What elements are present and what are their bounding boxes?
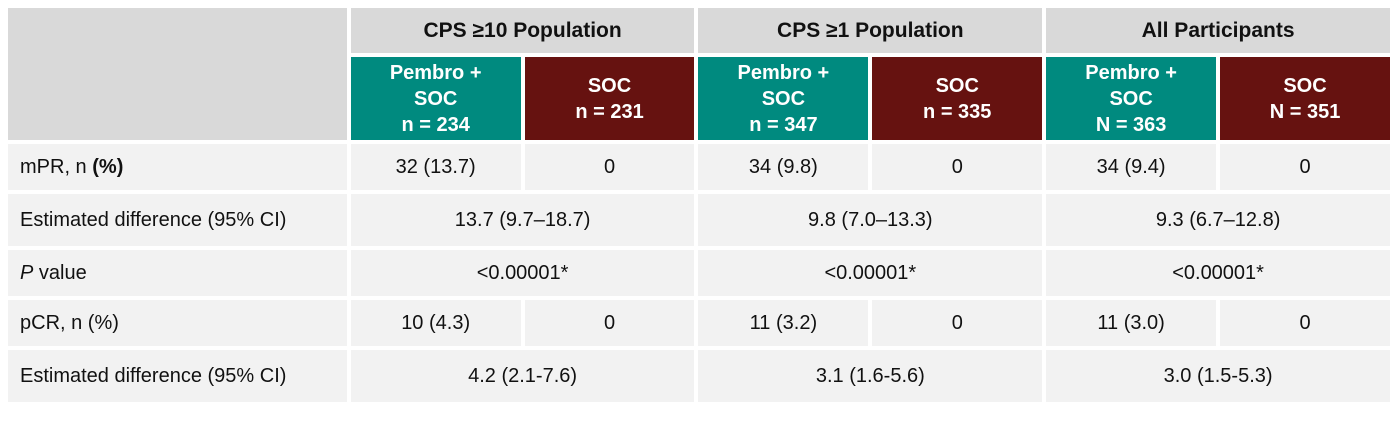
table-cell: 11 (3.2) [698, 300, 869, 346]
arm-label-line: Pembro + [1085, 61, 1177, 84]
arm-label-line: Pembro + [737, 61, 830, 84]
table-cell: 11 (3.0) [1046, 300, 1217, 346]
table-row-mpr-difference: Estimated difference (95% CI) 13.7 (9.7–… [8, 194, 1390, 246]
table-cell: 0 [872, 300, 1043, 346]
table-cell: 34 (9.4) [1046, 144, 1217, 190]
arm-header-pembro-cps1: Pembro + SOC n = 347 [698, 57, 869, 140]
arm-header-pembro-all: Pembro + SOC N = 363 [1046, 57, 1217, 140]
table-row-mpr: mPR, n (%) 32 (13.7) 0 34 (9.8) 0 34 (9.… [8, 144, 1390, 190]
table-row-p-value: P value <0.00001* <0.00001* <0.00001* [8, 250, 1390, 296]
row-label-estimated-difference: Estimated difference (95% CI) [8, 194, 347, 246]
row-label-pcr: pCR, n (%) [8, 300, 347, 346]
merged-cell: <0.00001* [350, 250, 695, 296]
row-label-italic-p: P [20, 261, 34, 284]
merged-cell: <0.00001* [1046, 250, 1390, 296]
arm-label-line: SOC [1283, 74, 1327, 97]
group-header-row: CPS ≥10 Population CPS ≥1 Population All… [8, 8, 1390, 140]
table-cell: 34 (9.8) [698, 144, 869, 190]
table-cell: 0 [524, 300, 695, 346]
row-label-p-value: P value [8, 250, 347, 296]
table-cell: 32 (13.7) [350, 144, 521, 190]
arm-label-line: SOC [1109, 87, 1153, 110]
arm-n-label: N = 351 [1269, 100, 1341, 123]
table-cell: 0 [524, 144, 695, 190]
arm-n-label: n = 347 [749, 113, 818, 136]
arm-label-line: SOC [587, 74, 632, 97]
table-cell: 10 (4.3) [350, 300, 521, 346]
arm-header-pembro-cps10: Pembro + SOC n = 234 [350, 57, 521, 140]
group-header-cps10: CPS ≥10 Population [350, 8, 695, 53]
table-row-pcr-difference: Estimated difference (95% CI) 4.2 (2.1-7… [8, 350, 1390, 402]
row-label-estimated-difference: Estimated difference (95% CI) [8, 350, 347, 402]
row-label-text: value [33, 261, 87, 284]
arm-n-label: n = 335 [923, 100, 992, 123]
row-label-text: mPR, n [20, 155, 93, 178]
table-cell: 0 [1220, 144, 1390, 190]
merged-cell: 9.8 (7.0–13.3) [698, 194, 1043, 246]
arm-label-line: SOC [935, 74, 979, 97]
arm-header-soc-cps1: SOC n = 335 [872, 57, 1043, 140]
arm-header-row: Pembro + SOC n = 234 SOC n = 231 Pembro … [8, 57, 1390, 140]
merged-cell: 4.2 (2.1-7.6) [350, 350, 695, 402]
table-row-pcr: pCR, n (%) 10 (4.3) 0 11 (3.2) 0 11 (3.0… [8, 300, 1390, 346]
group-header-all: All Participants [1046, 8, 1390, 53]
arm-label-line: Pembro + [389, 61, 482, 84]
merged-cell: 9.3 (6.7–12.8) [1046, 194, 1390, 246]
table-cell: 0 [872, 144, 1043, 190]
merged-cell: 3.1 (1.6-5.6) [698, 350, 1043, 402]
results-table: CPS ≥10 Population CPS ≥1 Population All… [4, 4, 1394, 406]
arm-n-label: N = 363 [1095, 113, 1167, 136]
arm-header-soc-cps10: SOC n = 231 [524, 57, 695, 140]
row-label-mpr: mPR, n (%) [8, 144, 347, 190]
table-cell: 0 [1220, 300, 1390, 346]
row-label-percent: (%) [92, 155, 124, 178]
arm-label-line: SOC [761, 87, 806, 110]
merged-cell: <0.00001* [698, 250, 1043, 296]
group-header-cps1: CPS ≥1 Population [698, 8, 1043, 53]
arm-header-soc-all: SOC N = 351 [1220, 57, 1390, 140]
arm-n-label: n = 231 [575, 100, 644, 123]
merged-cell: 3.0 (1.5-5.3) [1046, 350, 1390, 402]
merged-cell: 13.7 (9.7–18.7) [350, 194, 695, 246]
corner-cell [8, 8, 347, 140]
arm-n-label: n = 234 [401, 113, 470, 136]
arm-label-line: SOC [413, 87, 458, 110]
